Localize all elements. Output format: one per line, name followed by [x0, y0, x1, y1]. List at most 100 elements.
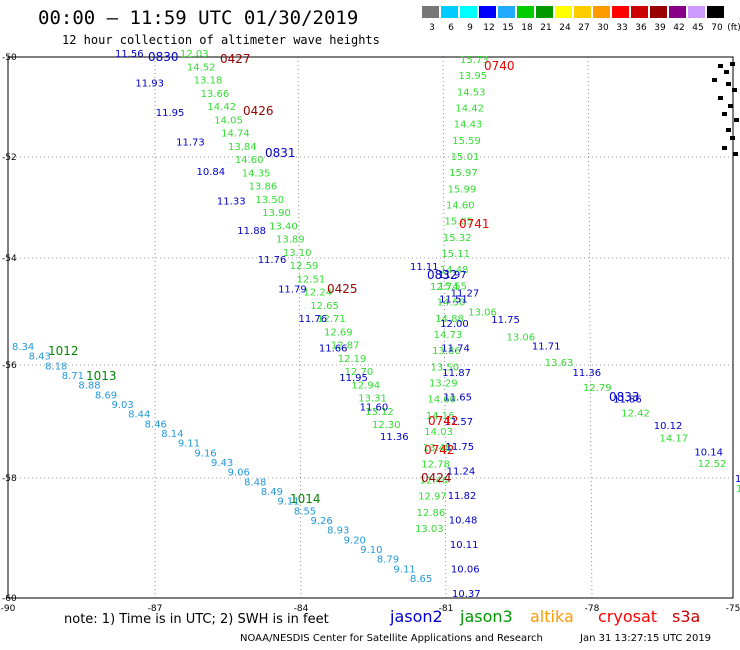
swh-value: 13.06 — [507, 333, 536, 344]
swh-value: 8.55 — [294, 506, 316, 517]
swh-value: 13.86 — [249, 182, 278, 193]
swh-value: 13.12 — [365, 407, 394, 418]
color-scale-label: 21 — [540, 23, 552, 33]
swh-value: 8.65 — [410, 574, 432, 585]
swh-value: 14.60 — [446, 201, 475, 212]
color-swatch — [517, 6, 535, 18]
coastline-land — [730, 136, 735, 140]
page-title: 00:00 – 11:59 UTC 01/30/2019 — [38, 7, 359, 29]
pass-time-label: 0741 — [459, 217, 490, 231]
color-swatch — [479, 6, 497, 18]
swh-value: 15.97 — [449, 168, 478, 179]
swh-value: 13.90 — [262, 208, 291, 219]
swh-value: 8.69 — [95, 390, 117, 401]
swh-value: 12.86 — [417, 508, 446, 519]
swh-value: 15.11 — [441, 249, 470, 260]
swh-value: 12.79 — [583, 383, 612, 394]
swh-value: 13.86 — [432, 346, 461, 357]
color-scale-label: 33 — [616, 23, 628, 33]
swh-value: 10.48 — [449, 515, 478, 526]
coastline-land — [734, 118, 739, 122]
swh-value: 8.48 — [244, 477, 266, 488]
swh-value: 13.63 — [545, 358, 574, 369]
swh-value: 11.36 — [380, 432, 409, 443]
swh-value: 8.93 — [327, 526, 349, 537]
longitude-label: -78 — [585, 604, 600, 614]
color-scale-label: 3 — [429, 23, 435, 33]
swh-value: 11.82 — [448, 491, 477, 502]
generation-timestamp: Jan 31 13:27:15 UTC 2019 — [580, 633, 712, 644]
swh-value: 11.65 — [443, 393, 472, 404]
swh-value: 13.03 — [415, 524, 444, 535]
swh-value: 11.36 — [573, 368, 602, 379]
swh-value: 15.32 — [443, 233, 472, 244]
swh-value: 8.44 — [128, 410, 150, 421]
swh-value: 14.88 — [435, 314, 464, 325]
swh-value: 11.95 — [339, 373, 368, 384]
swh-value: 14.48 — [440, 265, 469, 276]
swh-value: 13.10 — [283, 248, 312, 259]
swh-value: 8.88 — [78, 381, 100, 392]
swh-value: 11.95 — [156, 108, 185, 119]
color-swatch — [612, 6, 630, 18]
swh-value: 11.71 — [532, 342, 561, 353]
color-scale-label: 12 — [483, 23, 495, 33]
swh-value: 11.93 — [135, 78, 164, 89]
swh-value: 12.42 — [621, 408, 650, 419]
swh-value: 13.18 — [194, 76, 223, 87]
swh-value: 15.59 — [452, 136, 481, 147]
swh-value: 10.37 — [452, 589, 481, 600]
swh-value: 9.11 — [277, 497, 299, 508]
swh-value: 12.30 — [372, 420, 401, 431]
swh-value: 10.11 — [450, 540, 479, 551]
coastline-land — [724, 70, 729, 74]
longitude-label: -90 — [1, 604, 16, 614]
swh-value: 15.05 — [444, 217, 473, 228]
color-scale-label: 39 — [654, 23, 666, 33]
swh-value: 8.49 — [261, 487, 283, 498]
credit-line: NOAA/NESDIS Center for Satellite Applica… — [240, 633, 543, 644]
swh-value: 12.87 — [331, 341, 360, 352]
swh-value: 15.99 — [448, 184, 477, 195]
swh-value: 11.75 — [491, 315, 520, 326]
color-swatch — [460, 6, 478, 18]
swh-value: 13.84 — [228, 142, 257, 153]
color-swatch — [498, 6, 516, 18]
swh-value: 13.95 — [458, 71, 487, 82]
swh-value: 12.69 — [324, 327, 353, 338]
longitude-label: -75 — [726, 604, 740, 614]
color-scale-label: 45 — [692, 23, 704, 33]
swh-value: 11.97 — [438, 270, 467, 281]
longitude-label: -84 — [294, 604, 309, 614]
coastline-land — [722, 112, 727, 116]
satellite-legend-item: altika — [530, 607, 574, 626]
swh-value: 12.65 — [310, 301, 339, 312]
swh-value: 11.41 — [735, 474, 740, 485]
swh-value: 14.74 — [221, 129, 250, 140]
coastline-land — [726, 82, 731, 86]
swh-value: 8.14 — [161, 429, 183, 440]
swh-value: 12.78 — [421, 459, 450, 470]
footnote: note: 1) Time is in UTC; 2) SWH is in fe… — [64, 612, 329, 627]
color-swatch — [650, 6, 668, 18]
swh-value: 14.05 — [214, 115, 243, 126]
swh-value: 14.53 — [457, 87, 486, 98]
coastline-land — [728, 104, 733, 108]
swh-value: 12.70 — [345, 367, 374, 378]
color-scale-label: 6 — [448, 23, 454, 33]
coastline-land — [732, 88, 737, 92]
latitude-label: -58 — [2, 474, 17, 484]
swh-value: 11.73 — [176, 137, 205, 148]
satellite-legend-item: jason2 — [390, 607, 443, 626]
swh-value: 11.11 — [410, 262, 439, 273]
swh-value: 11.57 — [444, 417, 473, 428]
coastline-land — [730, 62, 735, 66]
color-scale-label: 18 — [521, 23, 533, 33]
latitude-label: -52 — [2, 153, 17, 163]
swh-value: 8.43 — [29, 352, 51, 363]
swh-value: 9.20 — [344, 535, 366, 546]
swh-value: 14.73 — [434, 330, 463, 341]
color-scale-label: 24 — [559, 23, 571, 33]
pass-time-label: 0831 — [265, 146, 296, 160]
pass-time-label: 0742 — [424, 443, 455, 457]
